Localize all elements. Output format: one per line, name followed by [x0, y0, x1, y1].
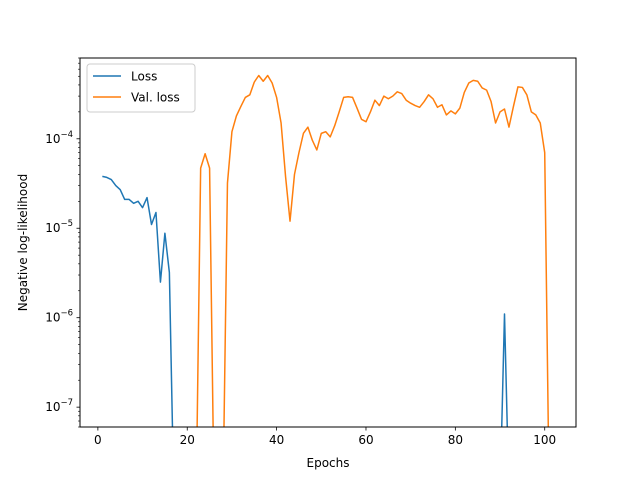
x-axis: 0 20 40 60 80 100 [94, 427, 556, 447]
x-tick-label: 40 [269, 433, 284, 447]
x-tick-label: 60 [358, 433, 373, 447]
legend: Loss Val. loss [86, 63, 196, 113]
x-tick-label: 20 [180, 433, 195, 447]
series-layer [102, 74, 550, 427]
y-tick-label: 10−5 [45, 219, 73, 235]
plot-frame [79, 57, 577, 428]
x-tick-label: 0 [94, 433, 102, 447]
y-axis-label: Negative log-likelihood [16, 174, 30, 311]
x-tick-label: 80 [448, 433, 463, 447]
series-line-loss-segment-1 [102, 175, 174, 427]
y-tick-label: 10−4 [45, 130, 73, 146]
legend-label-val-loss: Val. loss [131, 91, 180, 105]
x-tick-label: 100 [533, 433, 556, 447]
series-line-val-loss-segment-2 [223, 74, 550, 427]
series-line-val-loss-segment-1 [196, 153, 214, 427]
x-axis-label: Epochs [307, 456, 350, 470]
y-tick-label: 10−7 [45, 398, 73, 414]
y-axis: 10−7 10−6 10−5 10−4 [45, 57, 80, 428]
y-tick-label: 10−6 [45, 309, 73, 325]
legend-label-loss: Loss [131, 70, 157, 84]
series-line-loss-segment-2 [500, 313, 509, 427]
